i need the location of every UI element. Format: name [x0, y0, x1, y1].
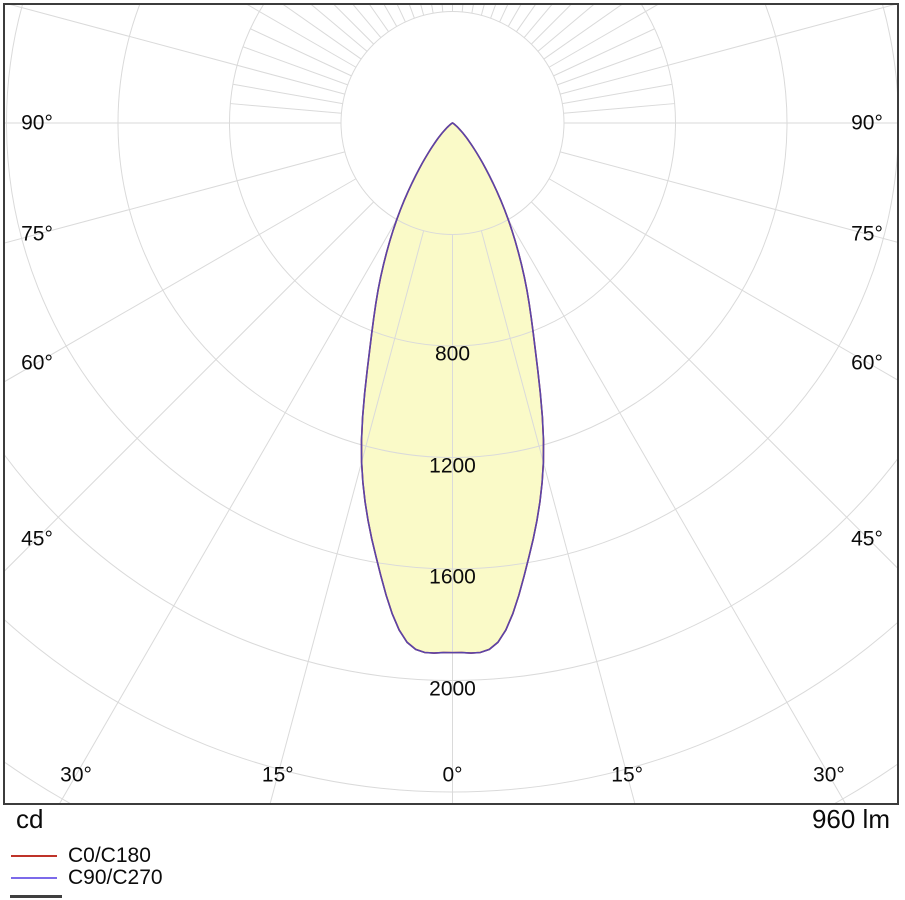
- plot-border: [3, 3, 899, 805]
- angle-label-left: 90°: [21, 111, 53, 135]
- angle-label-right: 90°: [851, 111, 883, 135]
- angle-label-bottom: 0°: [442, 763, 463, 787]
- minor-tick-line: [537, 5, 594, 52]
- angle-label-bottom: 15°: [261, 763, 294, 787]
- legend-item-label: C0/C180: [68, 844, 151, 867]
- minor-tick-line: [369, 5, 389, 32]
- legend-swatch-line: [11, 855, 57, 857]
- ring-value-label: 2000: [429, 677, 476, 700]
- minor-tick-line: [242, 46, 348, 86]
- spoke-line: [548, 178, 897, 381]
- minor-tick-line: [471, 5, 474, 14]
- minor-tick-line: [543, 5, 622, 60]
- minor-tick-line: [461, 5, 464, 12]
- minor-tick-line: [396, 5, 406, 23]
- minor-tick-line: [232, 83, 343, 105]
- units-label: cd: [16, 804, 44, 834]
- spoke-line: [548, 5, 658, 68]
- ring-value-label: 1200: [429, 454, 476, 477]
- angle-label-bottom: 30°: [813, 763, 845, 787]
- minor-tick-line: [563, 103, 675, 114]
- legend-item: C0/C180: [11, 845, 151, 867]
- legend-swatch-line: [11, 877, 57, 879]
- minor-tick-line: [250, 28, 352, 77]
- angle-label-right: 45°: [851, 527, 883, 550]
- angle-label-bottom: 30°: [60, 763, 92, 787]
- minor-tick-line: [490, 5, 496, 19]
- angle-label-right: 60°: [851, 351, 883, 375]
- spoke-line: [480, 230, 636, 803]
- minor-tick-line: [352, 5, 382, 38]
- minor-tick-line: [557, 46, 663, 86]
- minor-tick-line: [562, 83, 673, 105]
- spoke-line: [530, 5, 572, 45]
- spoke-line: [333, 5, 375, 45]
- legend-swatch-partial: [10, 895, 62, 898]
- spoke-line: [5, 201, 375, 572]
- minor-tick-line: [409, 5, 415, 19]
- angle-label-bottom: 15°: [611, 763, 644, 787]
- spoke-line: [5, 178, 357, 382]
- angle-label-left: 45°: [21, 527, 53, 550]
- curve-c90-c270: [360, 122, 545, 654]
- ring-value-label: 800: [434, 342, 471, 366]
- angle-label-left: 75°: [21, 222, 53, 246]
- legend-item: C90/C270: [11, 867, 163, 889]
- minor-tick-line: [523, 5, 553, 38]
- minor-tick-line: [431, 5, 434, 14]
- minor-tick-line: [516, 5, 536, 32]
- spoke-line: [530, 201, 897, 569]
- spoke-line: [269, 230, 425, 803]
- minor-tick-line: [553, 28, 655, 77]
- minor-tick-line: [499, 5, 509, 23]
- luminous-flux-label: 960 lm: [811, 804, 890, 834]
- spoke-line: [507, 219, 846, 803]
- spoke-line: [247, 5, 357, 68]
- spoke-line: [10, 5, 345, 95]
- minor-tick-line: [311, 5, 368, 52]
- spoke-line: [560, 151, 897, 243]
- ring-value-label: 1600: [429, 565, 476, 589]
- legend-item-label: C90/C270: [68, 866, 163, 889]
- minor-tick-line: [230, 103, 342, 114]
- spoke-line: [59, 219, 398, 803]
- spoke-line: [5, 151, 345, 244]
- angle-label-right: 75°: [851, 222, 883, 246]
- angle-label-left: 60°: [21, 351, 53, 375]
- spoke-line: [560, 5, 895, 95]
- minor-tick-line: [441, 5, 444, 12]
- minor-tick-line: [283, 5, 362, 60]
